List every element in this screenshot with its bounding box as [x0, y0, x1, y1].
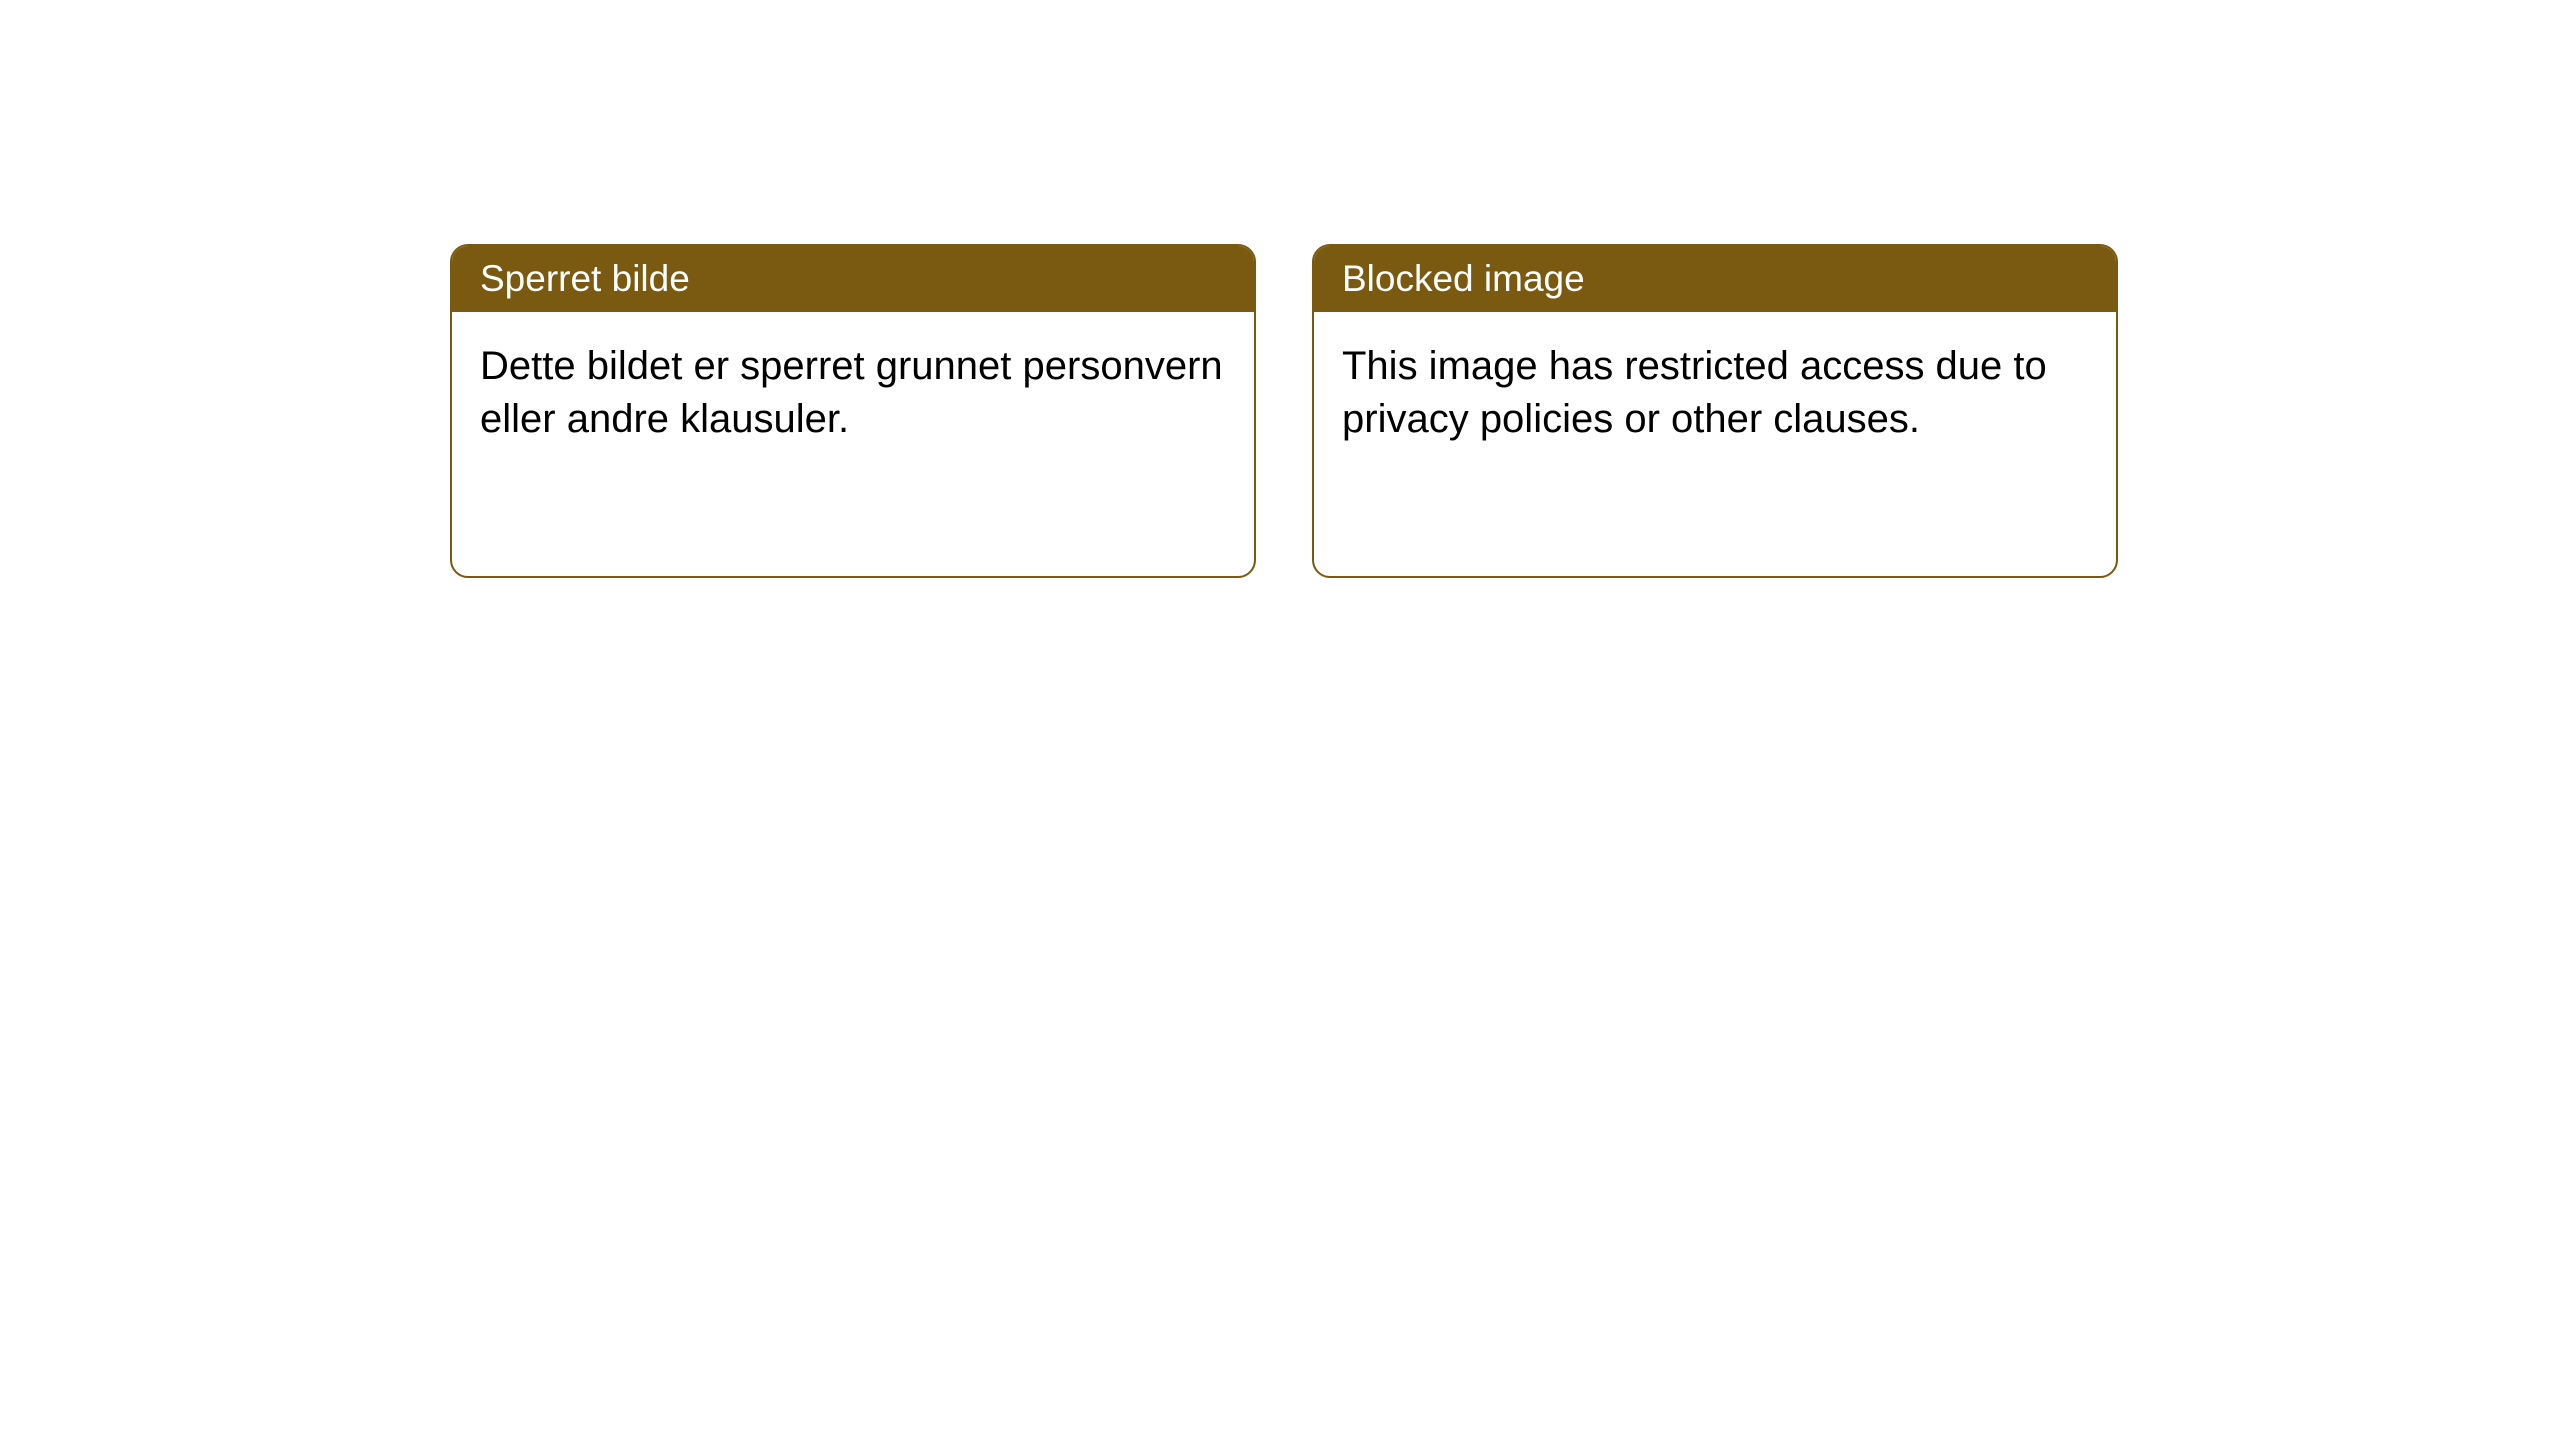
notice-cards-container: Sperret bilde Dette bildet er sperret gr…	[450, 244, 2118, 578]
card-header: Sperret bilde	[452, 246, 1254, 312]
card-header: Blocked image	[1314, 246, 2116, 312]
card-body-text: This image has restricted access due to …	[1342, 344, 2047, 441]
card-body: This image has restricted access due to …	[1314, 312, 2116, 474]
notice-card-norwegian: Sperret bilde Dette bildet er sperret gr…	[450, 244, 1256, 578]
notice-card-english: Blocked image This image has restricted …	[1312, 244, 2118, 578]
card-body-text: Dette bildet er sperret grunnet personve…	[480, 344, 1223, 441]
card-title: Blocked image	[1342, 258, 1585, 299]
card-body: Dette bildet er sperret grunnet personve…	[452, 312, 1254, 474]
card-title: Sperret bilde	[480, 258, 690, 299]
